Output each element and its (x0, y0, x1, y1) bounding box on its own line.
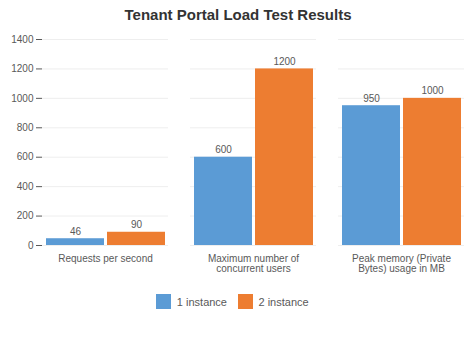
svg-text:800: 800 (17, 122, 34, 133)
svg-text:600: 600 (17, 151, 34, 162)
svg-text:600: 600 (215, 144, 232, 155)
svg-text:200: 200 (17, 210, 34, 221)
svg-text:400: 400 (17, 181, 34, 192)
svg-text:Peak memory (PrivateBytes) usa: Peak memory (PrivateBytes) usage in MB (352, 253, 451, 274)
svg-text:1000: 1000 (421, 85, 444, 96)
html-text:1 instance: 1 instance (176, 295, 227, 308)
svg-text:Requests per second: Requests per second (58, 253, 153, 264)
html-text:Tenant Portal Load Test Result: Tenant Portal Load Test Results (124, 6, 352, 23)
svg-text:1200: 1200 (273, 56, 296, 67)
svg-text:46: 46 (70, 226, 82, 237)
svg-text:950: 950 (363, 93, 380, 104)
html-text:2 instance: 2 instance (258, 295, 309, 308)
svg-text:1000: 1000 (11, 93, 34, 104)
svg-text:1400: 1400 (11, 34, 34, 45)
svg-text:90: 90 (131, 219, 143, 230)
svg-text:1200: 1200 (11, 63, 34, 74)
svg-text:0: 0 (28, 240, 34, 251)
svg-text:Maximum number ofconcurrent us: Maximum number ofconcurrent users (208, 253, 299, 274)
